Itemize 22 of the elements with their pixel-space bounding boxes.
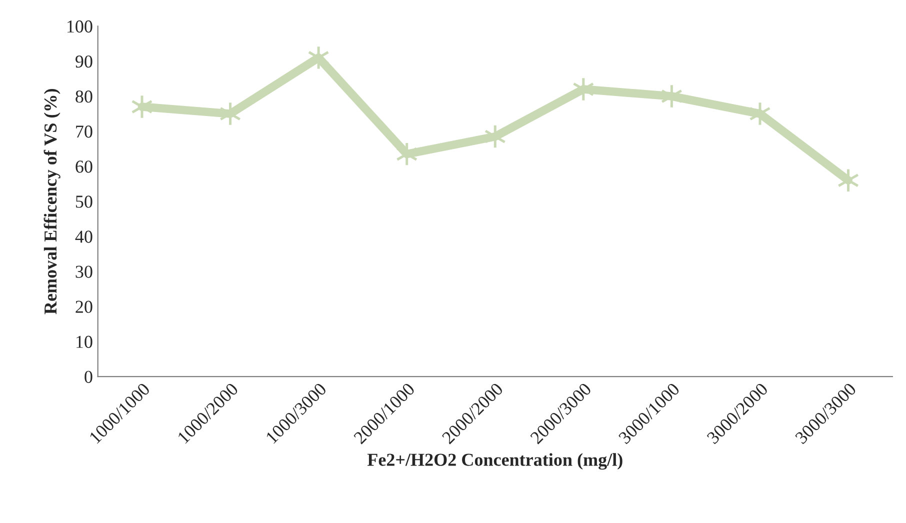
y-axis-title: Removal Efficency of VS (%): [44, 88, 60, 314]
x-axis-title: Fe2+/H2O2 Concentration (mg/l): [367, 453, 622, 470]
point: [660, 84, 683, 109]
point: [484, 124, 506, 149]
y-tick-label: 50: [76, 196, 92, 208]
point: [749, 101, 771, 126]
y-tick-label: 0: [84, 370, 92, 383]
y-tick-label: 40: [75, 230, 92, 243]
y-tick-label: 100: [67, 20, 92, 33]
point: [131, 94, 153, 120]
y-tick-label: 10: [76, 336, 92, 348]
point: [837, 168, 860, 193]
y-tick-label: 60: [76, 160, 92, 173]
point: [396, 142, 418, 166]
y-tick-label: 90: [76, 55, 92, 68]
point: [572, 76, 594, 102]
y-tick-label: 70: [76, 126, 92, 138]
y-tick-label: 80: [76, 90, 92, 103]
y-tick-label: 30: [76, 266, 92, 278]
point: [219, 101, 242, 126]
y-tick-label: 20: [76, 300, 92, 313]
point: [308, 45, 330, 70]
